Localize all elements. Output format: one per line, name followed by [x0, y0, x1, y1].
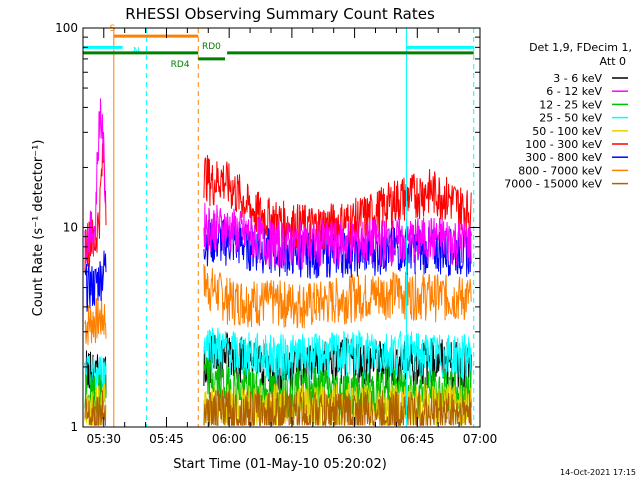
x-tick-label-7: 07:00 — [463, 432, 498, 446]
legend-label-5: 50 - 100 keV — [532, 125, 602, 138]
y-tick-label-1: 1 — [70, 420, 78, 434]
x-tick-label-6: 06:45 — [400, 432, 435, 446]
legend-label-8: 800 - 7000 keV — [518, 164, 602, 177]
plot-area: S N RD4 RD0 1 10 100 05:30 05:45 06:00 06:15 06:30 0… — [55, 21, 497, 446]
x-axis-label: Start Time (01-May-10 05:20:02) — [173, 457, 387, 472]
legend-header-line-2: Att 0 — [600, 55, 626, 68]
legend-label-9: 7000 - 15000 keV — [504, 178, 602, 191]
x-tick-label-1: 05:30 — [86, 432, 121, 446]
series-line-8 — [84, 264, 472, 345]
legend-label-4: 25 - 50 keV — [539, 112, 602, 125]
legend-label-2: 6 - 12 keV — [546, 85, 602, 98]
x-tick-label-5: 06:30 — [337, 432, 372, 446]
flag-label-n: N — [133, 46, 140, 56]
legend-header-line-1: Det 1,9, FDecim 1, — [529, 41, 632, 54]
data-group — [84, 98, 472, 427]
flag-label-rd0: RD0 — [202, 42, 221, 52]
series-line-9 — [84, 390, 472, 427]
chart-title: RHESSI Observing Summary Count Rates — [125, 5, 435, 23]
y-tick-label-2: 10 — [63, 221, 78, 235]
timestamp: 14-Oct-2021 17:15 — [560, 468, 636, 477]
x-tick-label-4: 06:15 — [275, 432, 310, 446]
legend-label-3: 12 - 25 keV — [539, 98, 602, 111]
flag-label-s: S — [110, 24, 116, 34]
legend-label-7: 300 - 800 keV — [525, 151, 602, 164]
y-tick-label-3: 100 — [55, 21, 78, 35]
x-tick-label-2: 05:45 — [149, 432, 184, 446]
series-line-2 — [84, 98, 472, 271]
x-tick-label-3: 06:00 — [212, 432, 247, 446]
legend-label-1: 3 - 6 keV — [553, 72, 602, 85]
legend-label-6: 100 - 300 keV — [525, 138, 602, 151]
flag-label-rd4: RD4 — [171, 60, 190, 70]
y-axis-label: Count Rate (s⁻¹ detector⁻¹) — [31, 140, 46, 317]
